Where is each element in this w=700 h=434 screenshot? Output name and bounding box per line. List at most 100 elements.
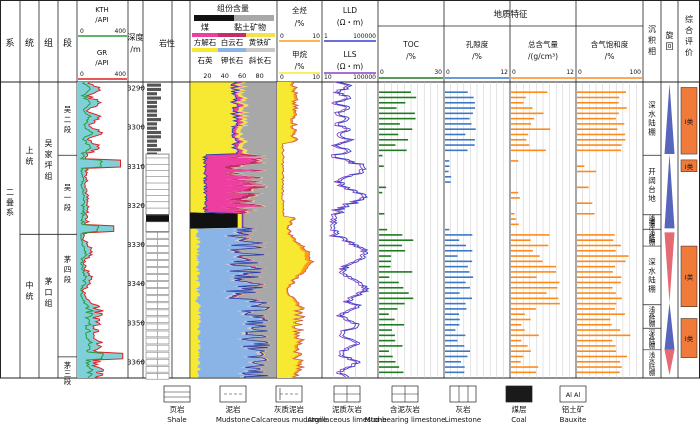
bauxite-bed xyxy=(145,221,170,232)
legend-zh: 灰岩 xyxy=(456,404,471,414)
svg-text:陆: 陆 xyxy=(649,336,656,345)
svg-text:评: 评 xyxy=(685,37,693,46)
gas-bar xyxy=(511,302,560,305)
svg-text:二: 二 xyxy=(64,115,72,124)
toc-bar xyxy=(379,371,404,374)
svg-text:组: 组 xyxy=(45,298,53,308)
svg-text:浅: 浅 xyxy=(649,350,656,359)
sat-bar xyxy=(577,329,621,331)
header-por: 孔隙度 xyxy=(466,39,489,49)
header-lls-min: 10 xyxy=(324,74,332,81)
svg-text:段: 段 xyxy=(64,202,72,212)
toc-bar xyxy=(379,323,405,326)
group-maokou: 茅口组 xyxy=(45,276,53,308)
por-bar xyxy=(445,313,460,315)
header-methane-unit: /% xyxy=(295,62,305,71)
legend-swatch xyxy=(275,385,303,403)
por-bar xyxy=(445,175,452,178)
calcite-area xyxy=(203,82,270,378)
legend-item: 灰岩 Limestone xyxy=(445,385,481,424)
toc-bar xyxy=(379,239,414,241)
por-bar xyxy=(445,144,475,146)
gas-bar xyxy=(511,276,537,278)
evaluation-cell xyxy=(680,87,698,155)
sat-bar xyxy=(577,355,628,358)
shale-band xyxy=(147,118,161,122)
gas-bar xyxy=(511,149,546,152)
toc-bar xyxy=(379,308,398,310)
sat-bar xyxy=(577,371,620,374)
toc-bar xyxy=(379,244,403,247)
leg-dolomite: 白云石 xyxy=(221,37,244,47)
gas-bar xyxy=(511,339,522,342)
svg-text:沼: 沼 xyxy=(649,218,656,227)
legend-zh: 泥岩 xyxy=(226,404,241,414)
header-lld-unit: (Ω・m) xyxy=(337,18,363,27)
svg-text:棚: 棚 xyxy=(648,127,656,137)
shale-band xyxy=(147,148,161,152)
toc-bar xyxy=(379,112,415,115)
header-por-unit: /% xyxy=(472,52,482,61)
legend-swatch xyxy=(505,385,533,403)
header-por-min: 0 xyxy=(446,69,450,76)
svg-text:积: 积 xyxy=(648,35,656,45)
leg-pyrite: 黄铁矿 xyxy=(249,37,272,47)
toc-bar xyxy=(379,138,409,141)
sat-bar xyxy=(577,345,616,347)
toc-bar xyxy=(379,366,400,368)
svg-text:陆: 陆 xyxy=(649,234,656,243)
comp-tick: 20 xyxy=(203,72,211,80)
header-sat: 含气饱和度 xyxy=(591,39,629,49)
svg-text:棚: 棚 xyxy=(649,368,656,377)
legend-item: Al Al 铝土矿 Bauxite xyxy=(559,385,587,424)
gas-bar xyxy=(511,350,531,352)
toc-bar xyxy=(379,101,406,104)
svg-text:陆: 陆 xyxy=(648,118,656,128)
header-facies: 沉积相 xyxy=(648,25,656,56)
por-bar xyxy=(445,292,460,294)
gas-bar xyxy=(511,286,558,289)
por-bar xyxy=(445,281,466,284)
por-bar xyxy=(445,366,465,368)
quartz-swatch xyxy=(192,48,218,52)
kth-curve xyxy=(79,81,104,379)
sat-bar xyxy=(577,96,620,99)
gas-bar xyxy=(511,366,539,368)
svg-text:一: 一 xyxy=(64,193,72,202)
toc-bar xyxy=(379,249,406,252)
por-bar xyxy=(445,160,450,162)
gas-bar xyxy=(511,308,536,310)
shale-band xyxy=(147,113,157,117)
svg-text:泽: 泽 xyxy=(649,222,656,230)
header-group: 组 xyxy=(44,37,53,49)
svg-text:棚: 棚 xyxy=(648,283,656,293)
toc-bar xyxy=(379,313,389,315)
gas-bar xyxy=(511,360,521,363)
header-sat-max: 100 xyxy=(630,69,642,76)
legend-en: Bauxite xyxy=(560,416,587,424)
gas-bar xyxy=(511,234,550,236)
header-geo: 地质特征 xyxy=(493,9,528,20)
toc-bar xyxy=(379,186,387,189)
por-bar xyxy=(445,170,449,173)
toc-bar xyxy=(379,228,388,231)
sat-bar xyxy=(577,260,626,263)
header-toc: TOC xyxy=(402,40,419,49)
sat-bar xyxy=(577,149,621,152)
svg-text:阔: 阔 xyxy=(648,175,656,185)
header-gr-max: 400 xyxy=(115,71,127,78)
por-bar xyxy=(445,297,473,300)
log-tracks: 3290 3300 3310 3320 3330 3340 3350 3360 xyxy=(77,81,637,380)
system-permian: 二叠系 xyxy=(6,188,14,217)
sat-bar xyxy=(577,91,627,93)
sat-bar xyxy=(577,212,595,215)
por-bar xyxy=(445,249,473,252)
header-gr-unit: /API xyxy=(95,59,108,67)
sat-bar xyxy=(577,292,616,294)
por-bar xyxy=(445,345,465,347)
toc-bar xyxy=(379,281,399,284)
comp-tick: 60 xyxy=(238,72,246,80)
evaluation-label: Ⅰ类 xyxy=(685,162,694,171)
sat-bar xyxy=(577,249,616,252)
toc-bar xyxy=(379,329,392,331)
